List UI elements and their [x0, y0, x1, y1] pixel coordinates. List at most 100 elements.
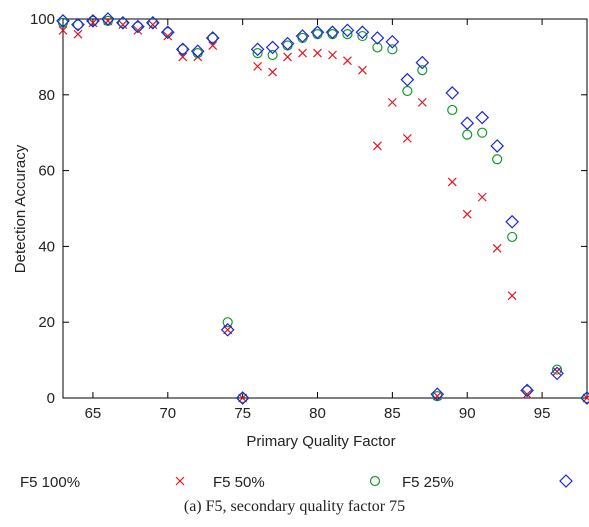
y-tick-label: 0	[47, 390, 55, 407]
scatter-chart: 65 70 75 80 85 90 95 0 20 40 60 80 100 Primary Quali…	[12, 11, 589, 491]
legend-label: F5 25%	[402, 474, 454, 491]
data-point	[477, 127, 488, 138]
data-point	[118, 20, 128, 30]
data-point	[581, 392, 589, 404]
data-point	[372, 42, 383, 53]
data-point	[445, 86, 460, 100]
data-point	[56, 14, 70, 28]
data-point	[357, 30, 368, 42]
y-axis-label: Detection Accuracy	[12, 144, 29, 273]
data-point	[283, 52, 292, 62]
data-point	[400, 72, 415, 87]
y-tick-label: 60	[38, 163, 55, 180]
series-diamond	[56, 12, 589, 405]
data-point	[253, 61, 263, 71]
data-point	[116, 15, 130, 30]
data-point	[252, 48, 263, 59]
data-point	[265, 40, 280, 55]
legend-marker	[559, 474, 573, 488]
data-point	[298, 48, 307, 58]
data-point	[325, 25, 340, 40]
data-point	[358, 65, 367, 75]
legend: F5 100% F5 50% F5 25%	[20, 474, 573, 491]
legend-label: F5 100%	[20, 474, 80, 491]
data-point	[430, 387, 445, 402]
data-point	[310, 25, 325, 40]
x-tick-label: 80	[309, 405, 326, 422]
data-point	[507, 291, 517, 301]
data-point	[462, 209, 472, 219]
data-point	[522, 385, 533, 396]
data-point	[372, 141, 382, 151]
x-tick-label: 65	[85, 405, 102, 422]
data-point	[282, 40, 293, 51]
data-point	[522, 389, 532, 399]
data-point	[415, 55, 430, 70]
data-point	[267, 49, 278, 61]
data-point	[343, 56, 352, 66]
x-axis-label: Primary Quality Factor	[246, 433, 395, 450]
data-point	[163, 31, 173, 41]
data-point	[177, 44, 188, 55]
data-point	[178, 52, 188, 62]
x-tick-label: 90	[459, 405, 476, 422]
data-point	[87, 15, 99, 26]
data-point	[103, 16, 113, 26]
data-point	[477, 192, 487, 202]
y-tick-label: 40	[38, 238, 55, 255]
data-point	[447, 104, 458, 116]
series-cross	[58, 16, 589, 403]
data-point	[580, 391, 589, 405]
data-point	[88, 18, 98, 28]
data-point	[250, 42, 265, 57]
series-circle	[57, 15, 589, 404]
data-point	[280, 36, 295, 51]
data-point	[190, 44, 205, 59]
x-tick-label: 70	[159, 405, 176, 422]
data-point	[147, 17, 158, 28]
data-point	[162, 27, 173, 38]
data-point	[402, 85, 413, 97]
data-point	[385, 34, 400, 49]
data-point	[145, 15, 160, 30]
data-point	[132, 21, 143, 32]
x-tick-label: 85	[384, 405, 401, 422]
legend-label: F5 50%	[213, 474, 265, 491]
data-point	[295, 29, 310, 43]
data-point	[520, 383, 534, 398]
data-point	[73, 29, 83, 39]
data-point	[220, 322, 235, 337]
data-point	[86, 14, 100, 28]
data-point	[492, 243, 502, 253]
data-point	[131, 19, 145, 34]
data-point	[175, 42, 190, 57]
data-point	[462, 129, 473, 140]
data-point	[58, 25, 68, 35]
data-point	[417, 97, 427, 107]
data-point	[417, 65, 428, 76]
data-point	[387, 97, 397, 107]
data-point	[237, 392, 248, 404]
data-point	[148, 20, 158, 30]
data-point	[387, 44, 398, 55]
data-point	[327, 29, 338, 40]
figure-caption: (a) F5, secondary quality factor 75	[183, 498, 406, 515]
data-point	[432, 391, 442, 401]
y-tick-label: 80	[38, 87, 55, 104]
data-point	[370, 31, 385, 45]
data-point	[355, 25, 370, 40]
data-point	[101, 12, 115, 26]
data-point	[342, 29, 353, 40]
data-point	[312, 29, 323, 40]
data-point	[222, 317, 233, 328]
data-point	[460, 116, 475, 131]
data-marks	[56, 12, 589, 405]
data-point	[340, 23, 355, 38]
data-point	[268, 67, 278, 77]
data-point	[297, 32, 308, 44]
data-point	[505, 214, 519, 229]
data-point	[475, 110, 490, 125]
data-point	[490, 139, 505, 153]
data-point	[552, 367, 562, 376]
data-point	[117, 17, 128, 28]
